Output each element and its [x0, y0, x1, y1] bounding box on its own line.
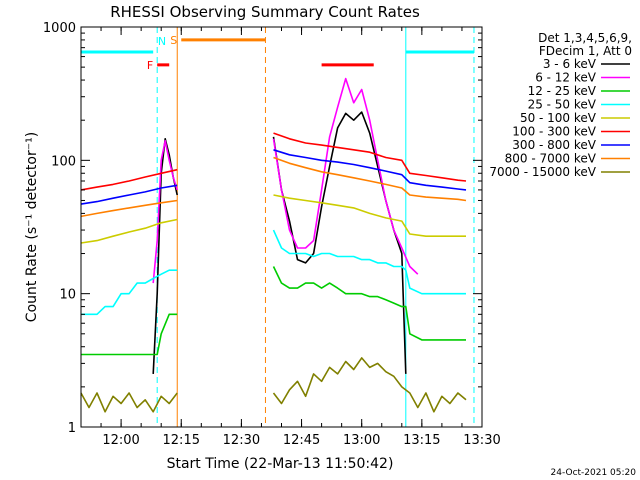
- legend-entry-label: 6 - 12 keV: [535, 71, 597, 85]
- series-line: [152, 77, 419, 284]
- legend: Det 1,3,4,5,6,9,FDecim 1, Att 03 - 6 keV…: [489, 31, 632, 179]
- legend-entry-label: 800 - 7000 keV: [505, 152, 597, 166]
- legend-header: Det 1,3,4,5,6,9,: [538, 31, 632, 45]
- legend-entry-label: 3 - 6 keV: [543, 57, 597, 71]
- x-tick-label: 13:00: [343, 433, 380, 448]
- legend-entry-label: 100 - 300 keV: [512, 125, 596, 139]
- flag-label: N: [158, 35, 166, 48]
- y-tick-label: 10: [59, 288, 76, 303]
- series-line: [80, 132, 467, 191]
- y-axis-label: Count Rate (s⁻¹ detector⁻¹): [24, 132, 40, 322]
- x-axis: 12:00 12:15 12:30 12:45 13:00 13:15 13:30: [80, 27, 501, 448]
- flag-bars: FN S: [81, 34, 474, 72]
- series-line: [80, 149, 467, 205]
- plot-frame: [80, 26, 483, 428]
- y-tick-label: 100: [51, 154, 76, 169]
- timestamp: 24-Oct-2021 05:20: [551, 468, 637, 478]
- x-tick-label: 12:45: [283, 433, 320, 448]
- series-line: [81, 266, 466, 356]
- series-line: [80, 194, 466, 244]
- chart-title: RHESSI Observing Summary Count Rates: [110, 3, 420, 21]
- legend-entry-label: 25 - 50 keV: [528, 98, 597, 112]
- x-axis-label: Start Time (22-Mar-13 11:50:42): [167, 456, 394, 472]
- x-tick-label: 12:00: [102, 433, 139, 448]
- y-axis: 1 10 100 1000: [43, 21, 482, 436]
- legend-entry-label: 50 - 100 keV: [520, 111, 597, 125]
- x-tick-label: 12:15: [163, 433, 200, 448]
- series-line: [80, 357, 467, 413]
- x-tick-label: 12:30: [223, 433, 260, 448]
- series-lines: [80, 77, 467, 413]
- flag-label: F: [147, 59, 153, 72]
- y-tick-label: 1: [68, 421, 76, 436]
- x-tick-label: 13:15: [403, 433, 440, 448]
- series-line: [80, 156, 467, 218]
- series-line: [81, 229, 466, 316]
- legend-entry-label: 300 - 800 keV: [512, 138, 596, 152]
- legend-entry-label: 12 - 25 keV: [528, 84, 597, 98]
- legend-header: FDecim 1, Att 0: [539, 44, 632, 58]
- flag-label: S: [170, 34, 177, 47]
- legend-entry-label: 7000 - 15000 keV: [489, 165, 596, 179]
- y-tick-label: 1000: [43, 21, 76, 36]
- x-tick-label: 13:30: [463, 433, 500, 448]
